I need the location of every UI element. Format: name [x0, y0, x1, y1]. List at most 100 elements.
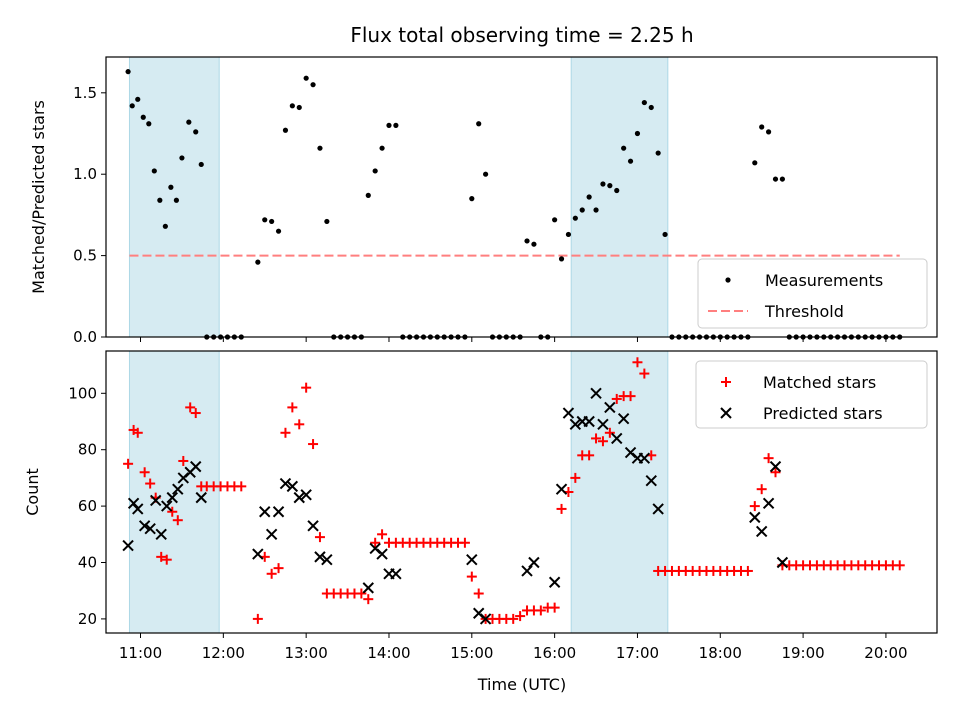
legend-label: Threshold [764, 302, 844, 321]
x-b [190, 460, 202, 473]
measurement-point [186, 119, 192, 125]
matched-stars-point [356, 588, 367, 599]
matched-stars-point [287, 402, 298, 413]
predicted-stars-point [279, 477, 292, 490]
measurement-point [157, 197, 163, 203]
measurement-point [614, 187, 620, 194]
top-y-ticks: 0.0 0.5 1.0 1.5 [73, 84, 106, 346]
predicted-stars-point [769, 460, 782, 473]
matched-stars-point [473, 588, 484, 599]
measurement-point [655, 150, 661, 156]
measurement-point [289, 103, 295, 109]
matched-stars-point [132, 427, 143, 438]
x-b [138, 520, 151, 532]
matched-stars-point [273, 563, 284, 574]
x-b [149, 494, 162, 507]
predicted-stars-point [562, 407, 575, 419]
predicted-stars-point [590, 387, 602, 400]
x-axis-label: Time (UTC) [477, 675, 566, 694]
measurement-point [752, 160, 758, 166]
x-b [279, 477, 292, 490]
matched-stars-point [515, 611, 526, 622]
legend-label: Predicted stars [763, 404, 883, 423]
measurement-point [262, 217, 268, 223]
y-tick-label: 0.0 [73, 328, 97, 346]
predicted-stars-point [161, 500, 173, 512]
predicted-stars-point [293, 491, 305, 504]
x-b [521, 565, 533, 577]
y-tick-label: 1.5 [73, 84, 97, 102]
matched-stars-point [190, 408, 201, 419]
predicted-stars-point [127, 497, 140, 509]
observing-window-band [570, 56, 669, 338]
measurement-point [269, 218, 275, 225]
predicted-stars-point [749, 511, 761, 524]
measurement-point [524, 238, 530, 244]
matched-stars-point [459, 537, 470, 548]
measurement-point [572, 215, 578, 221]
matched-stars-point [639, 368, 650, 379]
predicted-stars-point [149, 494, 162, 507]
measurement-point [759, 124, 765, 130]
bottom-y-ticks: 20 40 60 80 100 [68, 384, 106, 628]
x-b [122, 539, 134, 552]
matched-stars-point [172, 515, 183, 526]
predicted-stars-point [286, 480, 299, 493]
predicted-stars-point [755, 525, 768, 538]
measurement-point [483, 171, 489, 177]
matched-stars-point [145, 478, 156, 489]
observing-window-band [128, 56, 220, 338]
predicted-stars-point [776, 556, 789, 569]
chart-title: Flux total observing time = 2.25 h [350, 23, 693, 47]
x-b [314, 551, 326, 563]
matched-stars-point [749, 501, 760, 512]
x-b [624, 446, 637, 459]
predicted-stars-point [265, 528, 278, 541]
matched-stars-point [123, 458, 134, 469]
x-b [286, 480, 299, 493]
predicted-stars-point [190, 460, 202, 473]
predicted-stars-point [321, 553, 333, 566]
measurement-point [317, 145, 323, 151]
matched-stars-point [604, 427, 615, 438]
predicted-stars-point [390, 568, 402, 580]
measurement-point [379, 145, 385, 151]
predicted-stars-point [521, 565, 533, 577]
matched-stars-point [280, 427, 291, 438]
measurement-point [531, 241, 537, 247]
predicted-stars-point [195, 491, 207, 504]
predicted-stars-point [762, 497, 775, 509]
matched-stars-point [156, 551, 167, 562]
x-b [369, 542, 381, 555]
x-b [265, 528, 278, 541]
measurement-point [193, 129, 199, 135]
matched-stars-point [763, 453, 774, 464]
bottom-x-ticks: 11:00 12:00 13:00 14:00 15:00 16:00 17:00 18:00… [119, 633, 908, 662]
predicted-stars-point [479, 613, 492, 625]
measurement-point [648, 104, 654, 111]
measurement-point [125, 69, 131, 75]
x-b [590, 387, 602, 400]
bottom-axes-frame [105, 350, 938, 634]
measurement-point [275, 228, 282, 234]
x-b [307, 520, 319, 532]
legend-x-b [720, 407, 732, 419]
y-tick-label: 80 [78, 441, 97, 459]
predicted-stars-point [597, 418, 609, 431]
matched-stars-point [370, 537, 381, 548]
measurement-point [151, 168, 157, 174]
x-b [166, 491, 178, 504]
measurement-point [476, 121, 482, 127]
y-tick-label: 40 [78, 554, 97, 572]
x-b [466, 553, 478, 566]
x-b [776, 556, 789, 569]
x-tick-label: 15:00 [450, 644, 493, 662]
predicted-stars-point [132, 503, 144, 515]
x-b [195, 491, 207, 504]
matched-stars-point [508, 613, 519, 624]
count-points [122, 357, 905, 625]
measurement-point [282, 127, 289, 133]
y-tick-label: 0.5 [73, 247, 97, 265]
matched-stars-point [742, 565, 753, 576]
